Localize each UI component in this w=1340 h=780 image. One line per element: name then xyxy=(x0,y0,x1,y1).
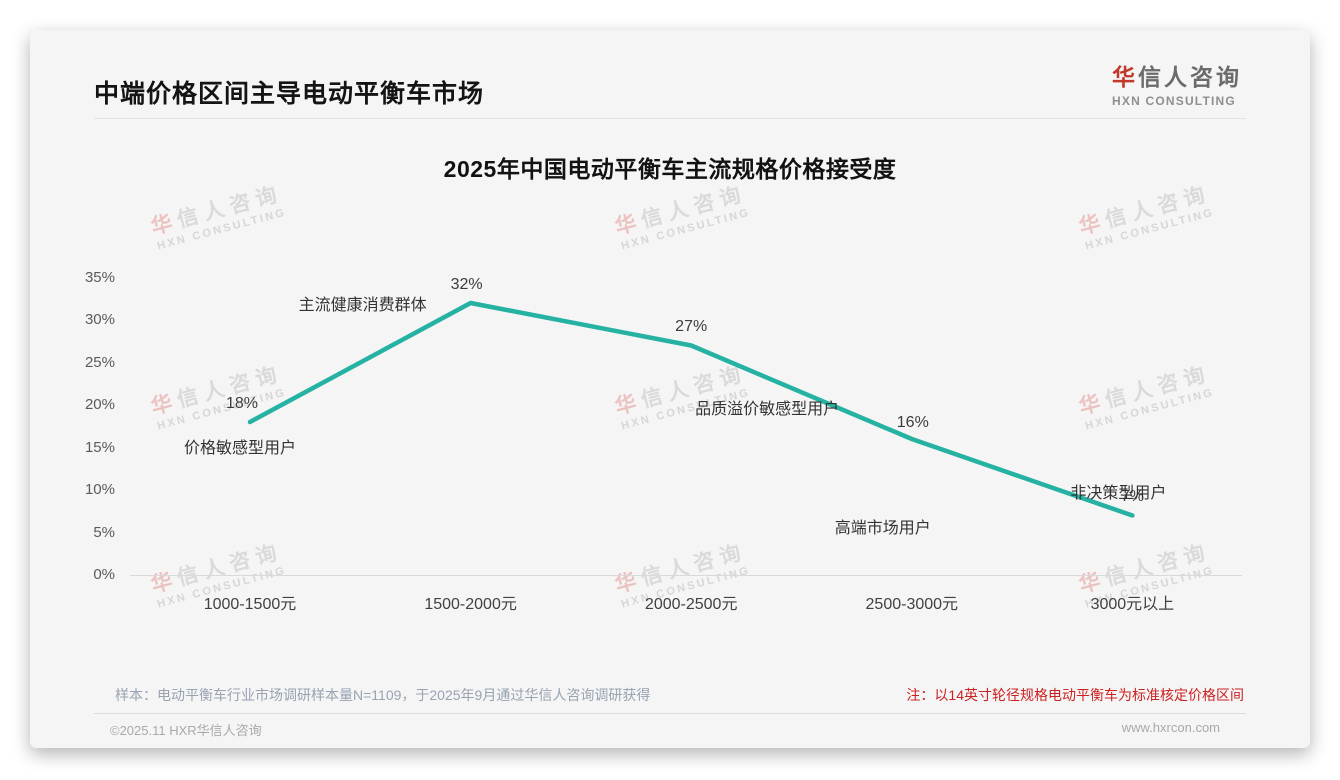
watermark-rest-chars: 信人咨询 xyxy=(638,540,750,591)
x-axis-category-label: 1000-1500元 xyxy=(203,596,297,613)
watermark-accent-char: 华 xyxy=(148,210,181,240)
logo-rest-chars: 信人咨询 xyxy=(1138,64,1242,90)
data-point-value-label: 16% xyxy=(896,414,929,431)
user-segment-annotation: 高端市场用户 xyxy=(834,520,931,537)
watermark-english-line: HXN CONSULTING xyxy=(620,206,752,253)
logo-chinese-name: 华信人咨询 xyxy=(1112,58,1242,92)
chart-title: 2025年中国电动平衡车主流规格价格接受度 xyxy=(443,156,897,182)
brand-watermark: 华信人咨询 HXN CONSULTING xyxy=(611,177,752,253)
watermark-accent-char: 华 xyxy=(612,390,645,420)
watermark-english-line: HXN CONSULTING xyxy=(1084,206,1216,253)
sample-note: 样本：电动平衡车行业市场调研样本量N=1109，于2025年9月通过华信人咨询调… xyxy=(115,687,651,703)
y-axis-tick: 0% xyxy=(93,566,115,583)
user-segment-annotation: 价格敏感型用户 xyxy=(183,440,297,457)
data-point-value-label: 7% xyxy=(1120,487,1144,505)
watermark-english-line: HXN CONSULTING xyxy=(156,386,288,433)
watermark-rest-chars: 信人咨询 xyxy=(638,182,750,233)
brand-watermark: 华信人咨询 HXN CONSULTING xyxy=(147,357,288,433)
watermark-accent-char: 华 xyxy=(612,568,645,598)
watermark-english-line: HXN CONSULTING xyxy=(156,206,288,253)
header-divider xyxy=(94,118,1246,119)
y-axis-tick: 15% xyxy=(84,438,115,456)
brand-watermark: 华信人咨询 HXN CONSULTING xyxy=(1075,177,1216,253)
slide-card: 中端价格区间主导电动平衡车市场 华信人咨询 HXN CONSULTING 202… xyxy=(30,30,1310,748)
watermark-accent-char: 华 xyxy=(612,210,645,240)
watermark-accent-char: 华 xyxy=(148,390,181,420)
watermark-accent-char: 华 xyxy=(1076,210,1109,240)
y-axis-tick: 30% xyxy=(84,311,115,328)
data-point-value-label: 32% xyxy=(450,276,483,293)
watermark-rest-chars: 信人咨询 xyxy=(1102,540,1214,591)
watermark-rest-chars: 信人咨询 xyxy=(1102,182,1214,233)
watermark-rest-chars: 信人咨询 xyxy=(1102,362,1214,413)
watermark-english-line: HXN CONSULTING xyxy=(1084,386,1216,433)
logo-english-name: HXN CONSULTING xyxy=(1112,94,1236,108)
x-axis-category-label: 2500-3000元 xyxy=(865,596,959,613)
page-title: 中端价格区间主导电动平衡车市场 xyxy=(94,80,485,108)
user-segment-annotation: 非决策型用户 xyxy=(1070,484,1167,502)
x-axis-category-label: 2000-2500元 xyxy=(644,596,738,613)
y-axis-tick: 25% xyxy=(84,353,115,371)
logo-accent-char: 华 xyxy=(1112,64,1138,90)
x-axis-category-label: 3000元以上 xyxy=(1090,596,1175,613)
watermark-rest-chars: 信人咨询 xyxy=(174,540,286,591)
x-axis-line xyxy=(130,575,1242,576)
watermark-rest-chars: 信人咨询 xyxy=(174,182,286,233)
y-axis-tick: 5% xyxy=(93,523,115,541)
trend-line-chart xyxy=(247,300,1135,518)
brand-watermark: 华信人咨询 HXN CONSULTING xyxy=(1075,357,1216,433)
website-url: www.hxrcon.com xyxy=(1121,720,1220,735)
footer-divider xyxy=(94,713,1246,714)
user-segment-annotation: 主流健康消费群体 xyxy=(298,297,427,314)
brand-watermark: 华信人咨询 HXN CONSULTING xyxy=(147,177,288,253)
x-axis-category-label: 1500-2000元 xyxy=(424,596,517,613)
copyright-text: ©2025.11 HXR华信人咨询 xyxy=(110,723,262,738)
user-segment-annotation: 品质溢价敏感型用户 xyxy=(695,400,840,418)
price-standard-note: 注：以14英寸轮径规格电动平衡车为标准核定价格区间 xyxy=(906,687,1244,703)
watermark-accent-char: 华 xyxy=(1076,390,1109,420)
y-axis-tick: 35% xyxy=(84,268,115,286)
watermark-accent-char: 华 xyxy=(148,568,181,598)
y-axis-tick: 20% xyxy=(84,396,115,413)
y-axis-tick: 10% xyxy=(84,481,115,498)
company-logo: 华信人咨询 HXN CONSULTING xyxy=(1112,58,1242,108)
data-point-value-label: 18% xyxy=(225,395,259,412)
data-point-value-label: 27% xyxy=(675,317,708,335)
